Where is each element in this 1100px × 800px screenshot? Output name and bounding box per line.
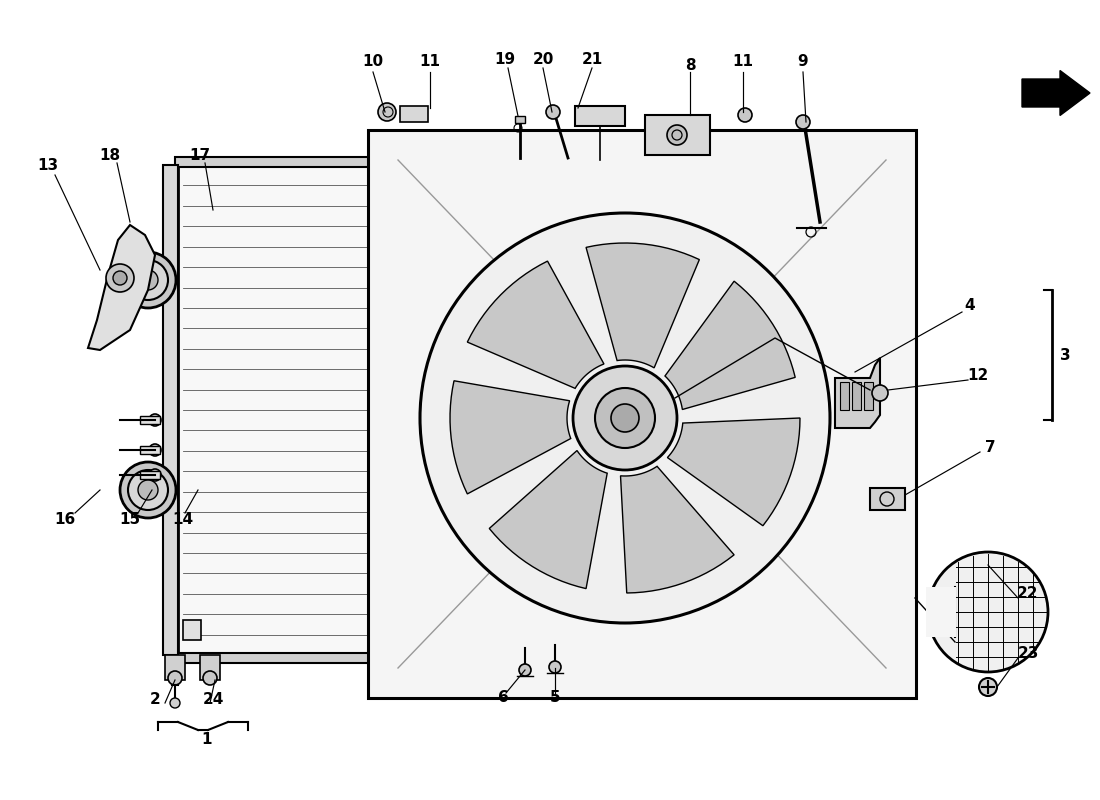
Circle shape bbox=[128, 260, 168, 300]
Text: 11: 11 bbox=[733, 54, 754, 70]
Text: 24: 24 bbox=[202, 693, 223, 707]
Text: a passion
since 1985: a passion since 1985 bbox=[310, 490, 478, 550]
Text: 6: 6 bbox=[497, 690, 508, 705]
Circle shape bbox=[148, 414, 161, 426]
Bar bbox=[140, 416, 159, 424]
Text: 1: 1 bbox=[201, 733, 212, 747]
Text: 4: 4 bbox=[965, 298, 976, 313]
Text: 20: 20 bbox=[532, 53, 553, 67]
Text: 15: 15 bbox=[120, 513, 141, 527]
Circle shape bbox=[667, 125, 688, 145]
Text: 11: 11 bbox=[419, 54, 440, 70]
Text: 22: 22 bbox=[1018, 586, 1038, 601]
Bar bbox=[852, 382, 861, 410]
Circle shape bbox=[148, 469, 161, 481]
Bar bbox=[864, 382, 873, 410]
FancyArrow shape bbox=[1022, 70, 1090, 115]
Text: 21: 21 bbox=[582, 53, 603, 67]
Circle shape bbox=[738, 108, 752, 122]
Text: 10: 10 bbox=[362, 54, 384, 70]
Polygon shape bbox=[490, 450, 607, 589]
Text: 12: 12 bbox=[967, 367, 989, 382]
Circle shape bbox=[128, 470, 168, 510]
Circle shape bbox=[120, 252, 176, 308]
Text: 18: 18 bbox=[99, 147, 121, 162]
Polygon shape bbox=[586, 243, 700, 368]
Circle shape bbox=[610, 404, 639, 432]
Text: EPC: EPC bbox=[185, 490, 439, 605]
Circle shape bbox=[204, 671, 217, 685]
Bar bbox=[183, 620, 201, 640]
Circle shape bbox=[106, 264, 134, 292]
Circle shape bbox=[148, 444, 161, 456]
Polygon shape bbox=[88, 225, 155, 350]
Circle shape bbox=[168, 671, 182, 685]
Circle shape bbox=[573, 366, 676, 470]
Bar bbox=[870, 488, 905, 510]
Circle shape bbox=[796, 115, 810, 129]
Bar bbox=[926, 587, 956, 637]
Text: 17: 17 bbox=[189, 147, 210, 162]
Polygon shape bbox=[468, 261, 604, 388]
Polygon shape bbox=[450, 381, 571, 494]
Bar bbox=[840, 382, 849, 410]
Bar bbox=[645, 115, 710, 155]
Text: 23: 23 bbox=[1018, 646, 1038, 661]
Circle shape bbox=[138, 270, 158, 290]
Bar bbox=[200, 655, 220, 680]
Bar bbox=[163, 165, 178, 655]
Bar bbox=[140, 446, 159, 454]
Polygon shape bbox=[666, 281, 795, 410]
Circle shape bbox=[519, 664, 531, 676]
Circle shape bbox=[170, 698, 180, 708]
Polygon shape bbox=[668, 418, 800, 526]
Circle shape bbox=[138, 480, 158, 500]
Bar bbox=[165, 655, 185, 680]
Bar bbox=[368, 130, 916, 698]
Circle shape bbox=[546, 105, 560, 119]
Bar bbox=[515, 116, 525, 123]
Circle shape bbox=[113, 271, 127, 285]
Bar bbox=[175, 653, 486, 663]
Circle shape bbox=[120, 462, 176, 518]
Text: 19: 19 bbox=[494, 53, 516, 67]
Text: 9: 9 bbox=[798, 54, 808, 70]
Text: 3: 3 bbox=[1059, 347, 1070, 362]
Text: 2: 2 bbox=[150, 693, 161, 707]
Bar bbox=[175, 157, 486, 167]
Polygon shape bbox=[835, 358, 880, 428]
Circle shape bbox=[549, 661, 561, 673]
Circle shape bbox=[928, 552, 1048, 672]
Circle shape bbox=[420, 213, 830, 623]
Bar bbox=[483, 165, 500, 655]
Bar bbox=[575, 106, 625, 126]
Circle shape bbox=[979, 678, 997, 696]
Text: 7: 7 bbox=[984, 439, 996, 454]
Bar bbox=[140, 471, 159, 479]
Text: 14: 14 bbox=[173, 513, 194, 527]
Text: 16: 16 bbox=[54, 513, 76, 527]
Text: 13: 13 bbox=[37, 158, 58, 173]
Circle shape bbox=[378, 103, 396, 121]
Text: 5: 5 bbox=[550, 690, 560, 705]
Bar bbox=[178, 165, 483, 655]
Circle shape bbox=[595, 388, 654, 448]
Text: 8: 8 bbox=[684, 58, 695, 73]
Polygon shape bbox=[620, 466, 734, 593]
Bar bbox=[400, 106, 428, 122]
Circle shape bbox=[872, 385, 888, 401]
